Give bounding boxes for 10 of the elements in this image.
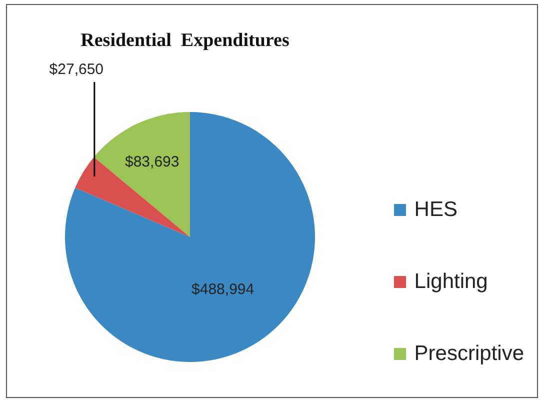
data-label: $83,693 <box>125 153 180 170</box>
legend-label: HES <box>414 198 458 222</box>
pie-slice <box>65 112 315 362</box>
data-label: $27,650 <box>49 61 104 78</box>
legend-label: Lighting <box>414 270 488 294</box>
pie-slice <box>75 156 190 237</box>
pie-slice <box>94 112 190 237</box>
legend-label: Prescriptive <box>414 342 524 366</box>
chart-title: Residential Expenditures <box>80 30 290 52</box>
data-label: $488,994 <box>192 280 254 298</box>
